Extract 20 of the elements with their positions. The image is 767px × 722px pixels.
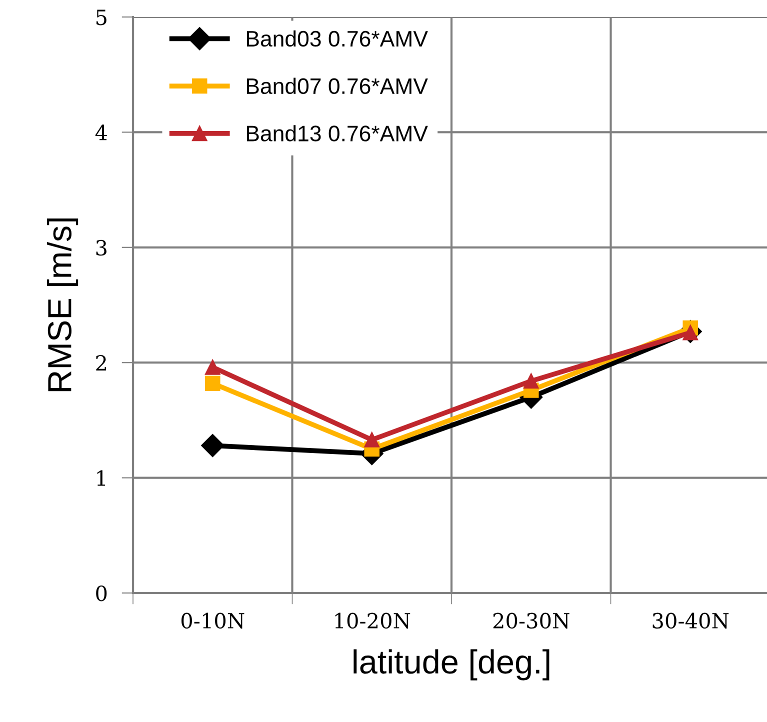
y-tick-label: 2 [96, 355, 106, 371]
point [204, 376, 220, 391]
x-axis-title: latitude [deg.] [354, 649, 550, 680]
legend-label: Band07 0.76*AMV [246, 78, 428, 94]
y-tick-label: 5 [96, 10, 106, 26]
legend-label: Band03 0.76*AMV [246, 30, 428, 47]
x-tick-label: 30-40N [652, 612, 729, 629]
point [201, 434, 224, 458]
y-tick-label: 3 [96, 240, 106, 256]
x-tick-label: 10-20N [335, 612, 410, 629]
point [204, 360, 220, 375]
y-tick-label: 1 [97, 470, 106, 486]
point [364, 432, 380, 448]
point [523, 373, 539, 389]
x-tick-label: 20-30N [493, 612, 570, 629]
x-tick-label: 0-10N [181, 612, 244, 629]
legend-label: Band13 0.76*AMV [246, 125, 428, 142]
y-axis-title: RMSE [m/s] [47, 218, 78, 392]
y-tick-label: 0 [96, 585, 107, 602]
y-tick-label: 4 [95, 124, 107, 140]
